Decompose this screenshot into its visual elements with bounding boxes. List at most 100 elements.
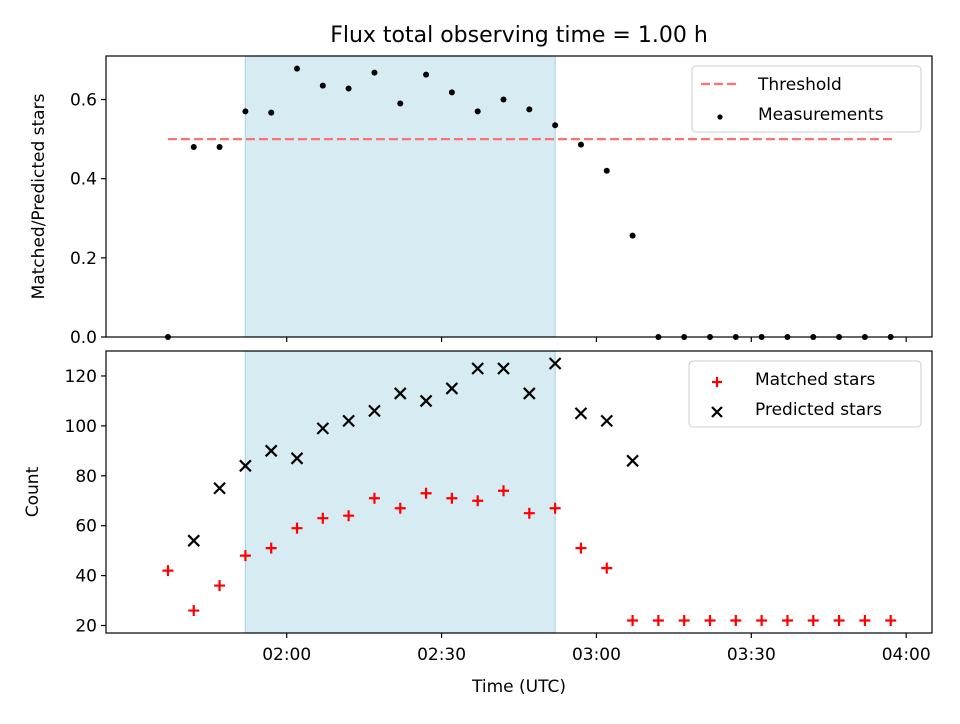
data-point bbox=[548, 357, 562, 370]
marker bbox=[423, 71, 430, 78]
marker bbox=[756, 615, 768, 627]
marker bbox=[497, 362, 510, 375]
marker bbox=[268, 109, 275, 116]
data-point bbox=[600, 414, 614, 428]
marker bbox=[575, 542, 587, 554]
marker bbox=[368, 492, 380, 504]
legend-item: Matched stars bbox=[712, 370, 875, 390]
data-point bbox=[807, 615, 819, 627]
data-point bbox=[577, 141, 584, 148]
marker bbox=[474, 108, 481, 115]
marker bbox=[216, 144, 223, 151]
marker bbox=[885, 615, 897, 627]
marker bbox=[526, 106, 533, 113]
data-point bbox=[371, 69, 378, 76]
y-tick-label: 100 bbox=[65, 417, 97, 437]
data-point bbox=[523, 507, 535, 519]
series-measurements bbox=[164, 65, 894, 340]
marker bbox=[730, 615, 742, 627]
marker bbox=[500, 96, 507, 103]
data-point bbox=[316, 422, 330, 435]
marker bbox=[472, 495, 484, 507]
data-point bbox=[319, 82, 326, 89]
marker bbox=[317, 512, 329, 524]
marker bbox=[342, 414, 355, 428]
legend-box bbox=[691, 65, 922, 133]
data-point bbox=[781, 615, 793, 627]
y-tick-label: 20 bbox=[75, 617, 97, 637]
data-point bbox=[345, 85, 352, 92]
data-point bbox=[239, 459, 252, 473]
axes-frame bbox=[105, 350, 933, 634]
y-tick-label: 60 bbox=[75, 517, 97, 537]
marker bbox=[549, 502, 561, 514]
data-point bbox=[678, 615, 690, 627]
data-point bbox=[629, 232, 636, 239]
data-point bbox=[242, 108, 249, 115]
marker bbox=[291, 522, 303, 534]
marker bbox=[345, 85, 352, 92]
marker bbox=[265, 542, 277, 554]
marker bbox=[781, 615, 793, 627]
marker bbox=[214, 580, 226, 592]
marker bbox=[627, 615, 639, 627]
x-tick-label: 03:30 bbox=[727, 645, 776, 665]
marker bbox=[190, 144, 197, 151]
data-point bbox=[342, 414, 355, 428]
marker bbox=[574, 407, 588, 420]
data-point bbox=[290, 452, 304, 465]
marker bbox=[188, 605, 200, 617]
y-tick-label: 40 bbox=[75, 567, 97, 587]
legend-box bbox=[688, 360, 922, 428]
marker bbox=[717, 114, 723, 120]
marker bbox=[290, 452, 304, 465]
marker bbox=[548, 357, 562, 370]
marker bbox=[626, 454, 639, 468]
legend: Matched stars Predicted stars bbox=[688, 360, 922, 428]
y-tick-label: 0.4 bbox=[70, 170, 97, 190]
marker bbox=[833, 615, 845, 627]
x-tick-label: 02:30 bbox=[417, 645, 466, 665]
marker bbox=[446, 492, 458, 504]
marker bbox=[213, 481, 226, 495]
data-point bbox=[498, 485, 510, 497]
data-point bbox=[216, 144, 223, 151]
marker bbox=[420, 487, 432, 499]
legend-label: Matched stars bbox=[755, 370, 875, 390]
data-point bbox=[885, 615, 897, 627]
legend-label: Measurements bbox=[758, 105, 884, 125]
data-point bbox=[627, 615, 639, 627]
legend: Threshold Measurements bbox=[691, 65, 922, 133]
x-tick-label: 04:00 bbox=[882, 645, 931, 665]
data-point bbox=[756, 615, 768, 627]
data-point bbox=[859, 615, 871, 627]
marker bbox=[397, 100, 404, 107]
marker bbox=[523, 387, 536, 400]
data-point bbox=[574, 407, 588, 420]
data-point bbox=[704, 615, 716, 627]
series-predicted-stars bbox=[187, 357, 639, 547]
marker bbox=[394, 502, 406, 514]
data-point bbox=[497, 362, 510, 375]
data-point bbox=[575, 542, 587, 554]
marker bbox=[368, 404, 381, 418]
data-point bbox=[445, 382, 459, 395]
data-point bbox=[420, 487, 432, 499]
data-point bbox=[626, 454, 639, 468]
data-point bbox=[187, 534, 201, 547]
legend-label: Predicted stars bbox=[755, 400, 882, 420]
marker bbox=[316, 422, 330, 435]
marker bbox=[712, 377, 722, 387]
data-point bbox=[368, 492, 380, 504]
data-point bbox=[393, 387, 407, 400]
data-point bbox=[162, 565, 174, 577]
data-point bbox=[500, 96, 507, 103]
marker bbox=[577, 141, 584, 148]
data-point bbox=[394, 502, 406, 514]
x-tick-label: 02:00 bbox=[262, 645, 311, 665]
chart-title: Flux total observing time = 1.00 h bbox=[330, 23, 708, 48]
marker bbox=[319, 82, 326, 89]
marker bbox=[523, 507, 535, 519]
data-point bbox=[317, 512, 329, 524]
